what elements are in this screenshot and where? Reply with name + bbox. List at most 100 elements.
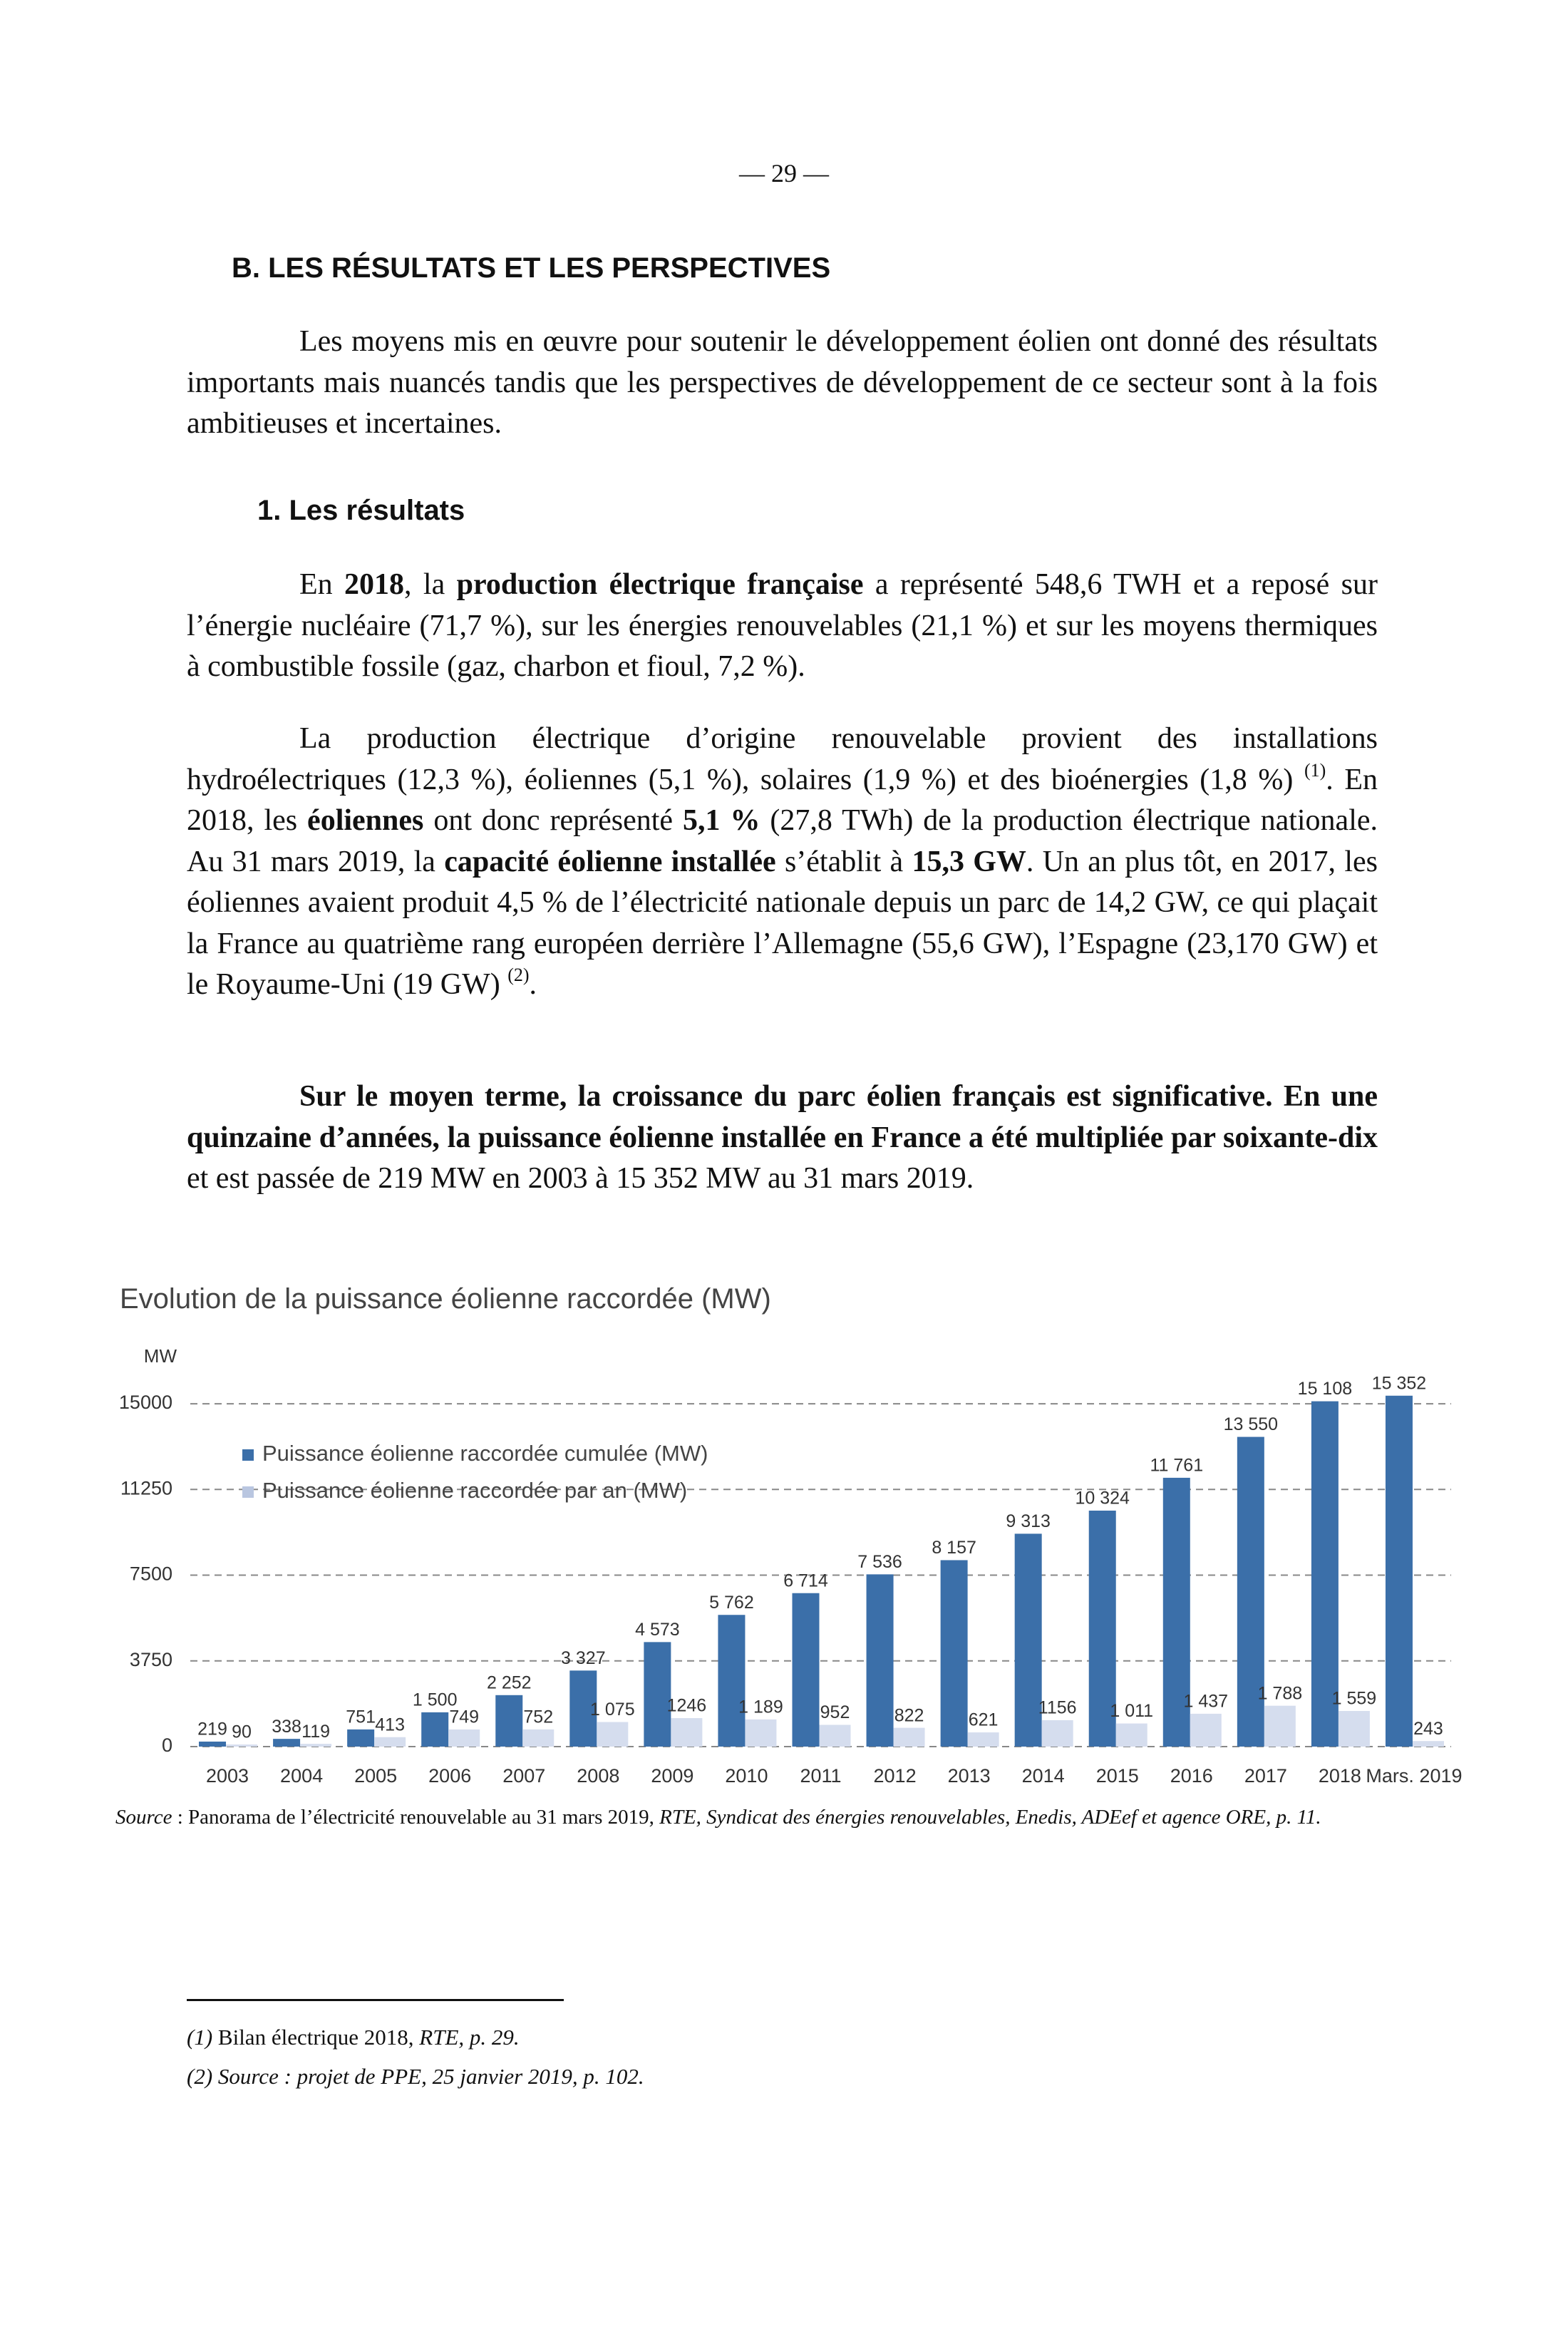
value-label: 752: [523, 1707, 553, 1727]
bar: [597, 1722, 629, 1747]
bar: [1264, 1705, 1296, 1747]
value-label: 1 559: [1332, 1689, 1377, 1709]
bar: [1311, 1401, 1339, 1747]
value-label: 13 550: [1224, 1414, 1278, 1434]
bar: [745, 1719, 777, 1747]
paragraph: Les moyens mis en œuvre pour soutenir le…: [187, 322, 1378, 445]
bar: [1115, 1723, 1147, 1747]
footnote: (1) Bilan électrique 2018, RTE, p. 29.: [187, 2025, 520, 2050]
value-label: 4 573: [635, 1620, 680, 1640]
bar: [1088, 1510, 1116, 1747]
x-tick-label: 2004: [280, 1765, 323, 1787]
x-tick-label: 2014: [1022, 1765, 1065, 1787]
value-label: 8 157: [932, 1538, 976, 1558]
chart: MW 0 3750 7500 11250 15000 2003 219 90 2004 338 119…: [119, 1345, 1463, 1787]
value-label: 7 536: [857, 1552, 902, 1572]
footnote-rule: [187, 1999, 564, 2001]
value-label: 9 313: [1006, 1511, 1051, 1531]
value-label: 3 327: [561, 1648, 606, 1668]
text-run: .: [529, 968, 537, 1001]
y-tick-label: 11250: [120, 1477, 172, 1499]
bar: [421, 1712, 449, 1747]
value-label: 5 762: [709, 1593, 754, 1613]
bar: [1385, 1395, 1413, 1747]
text-run: (27,8 TWh) de la production électrique n…: [187, 804, 1378, 878]
bar: [374, 1737, 406, 1747]
paragraph: Sur le moyen terme, la croissance du par…: [187, 1076, 1378, 1200]
text-run: (2): [507, 965, 530, 985]
bar: [718, 1615, 746, 1747]
text-run: 15,3 GW: [912, 845, 1026, 878]
x-tick-label: 2009: [651, 1765, 693, 1787]
text-run: La production électrique d’origine renou…: [187, 722, 1378, 796]
legend-label: Puissance éolienne raccordée cumulée (MW…: [262, 1441, 708, 1466]
text-run: 5,1 %: [683, 804, 760, 837]
paragraph: En 2018, la production électrique frança…: [187, 565, 1378, 688]
text-run: Bilan électrique 2018,: [212, 2025, 420, 2050]
text-run: production électrique française: [456, 568, 864, 601]
x-tick-label: 2007: [502, 1765, 545, 1787]
value-label: 1 189: [738, 1697, 783, 1717]
bar: [967, 1732, 999, 1747]
text-run: . En 2018, les: [187, 763, 1378, 838]
value-label: 751: [346, 1707, 376, 1727]
section-heading: B. LES RÉSULTATS ET LES PERSPECTIVES: [232, 252, 831, 284]
value-label: 119: [301, 1722, 330, 1742]
y-axis-label: MW: [144, 1345, 177, 1367]
value-label: 952: [820, 1702, 850, 1722]
x-tick-label: 2003: [206, 1765, 249, 1787]
bar: [671, 1718, 703, 1747]
bar: [1041, 1720, 1073, 1747]
text-run: , la: [404, 568, 457, 601]
value-label: 749: [449, 1707, 479, 1727]
x-tick-label: 2010: [725, 1765, 768, 1787]
text-run: Sur le moyen terme, la croissance du par…: [187, 1080, 1378, 1154]
value-label: 621: [969, 1710, 999, 1730]
bar: [226, 1744, 258, 1747]
bar: [1412, 1741, 1444, 1747]
value-label: 413: [375, 1715, 405, 1734]
bar: [1237, 1436, 1264, 1747]
y-tick-label: 3750: [130, 1649, 172, 1670]
value-label: 6 714: [783, 1571, 828, 1590]
x-tick-label: 2005: [354, 1765, 397, 1787]
bar: [300, 1744, 332, 1747]
value-label: 243: [1413, 1719, 1443, 1739]
y-tick-label: 7500: [130, 1563, 172, 1585]
value-label: 1 011: [1110, 1701, 1153, 1721]
value-label: 1246: [667, 1696, 707, 1716]
x-tick-label: 2011: [800, 1765, 841, 1787]
bar: [866, 1574, 894, 1747]
bar: [569, 1670, 597, 1747]
footnote: (2) Source : projet de PPE, 25 janvier 2…: [187, 2064, 644, 2090]
text-run: . Un an plus tôt, en 2017, les éoliennes…: [187, 845, 1378, 1002]
text-run: RTE, p. 29.: [419, 2025, 520, 2050]
text-run: éoliennes: [307, 804, 424, 837]
bar: [522, 1729, 555, 1747]
value-label: 2 252: [487, 1672, 532, 1692]
text-run: (1): [187, 2025, 213, 2050]
text-run: ont donc représenté: [423, 804, 684, 837]
paragraph: La production électrique d’origine renou…: [187, 719, 1378, 1006]
subheading: 1. Les résultats: [257, 495, 465, 526]
legend-swatch: [242, 1449, 254, 1461]
bar: [347, 1729, 375, 1747]
x-tick-label: 2008: [577, 1765, 619, 1787]
value-label: 1 075: [590, 1700, 635, 1720]
legend-swatch: [242, 1486, 254, 1498]
x-tick-label: 2013: [948, 1765, 991, 1787]
source-note: Source : Panorama de l’électricité renou…: [115, 1805, 1377, 1829]
x-tick-label: 2016: [1170, 1765, 1213, 1787]
text-run: Source: [115, 1806, 172, 1829]
bar: [792, 1593, 820, 1747]
text-run: capacité éolienne installée: [444, 845, 776, 878]
bar: [1162, 1477, 1190, 1747]
y-tick-label: 15000: [119, 1392, 172, 1413]
value-label: 1 437: [1184, 1692, 1229, 1712]
bar: [893, 1727, 925, 1747]
bar: [940, 1560, 968, 1747]
text-run: Les moyens mis en œuvre pour soutenir le…: [187, 325, 1378, 440]
text-run: s’établit à: [775, 845, 912, 878]
x-tick-label: Mars. 2019: [1366, 1765, 1462, 1787]
value-label: 15 108: [1298, 1379, 1352, 1399]
